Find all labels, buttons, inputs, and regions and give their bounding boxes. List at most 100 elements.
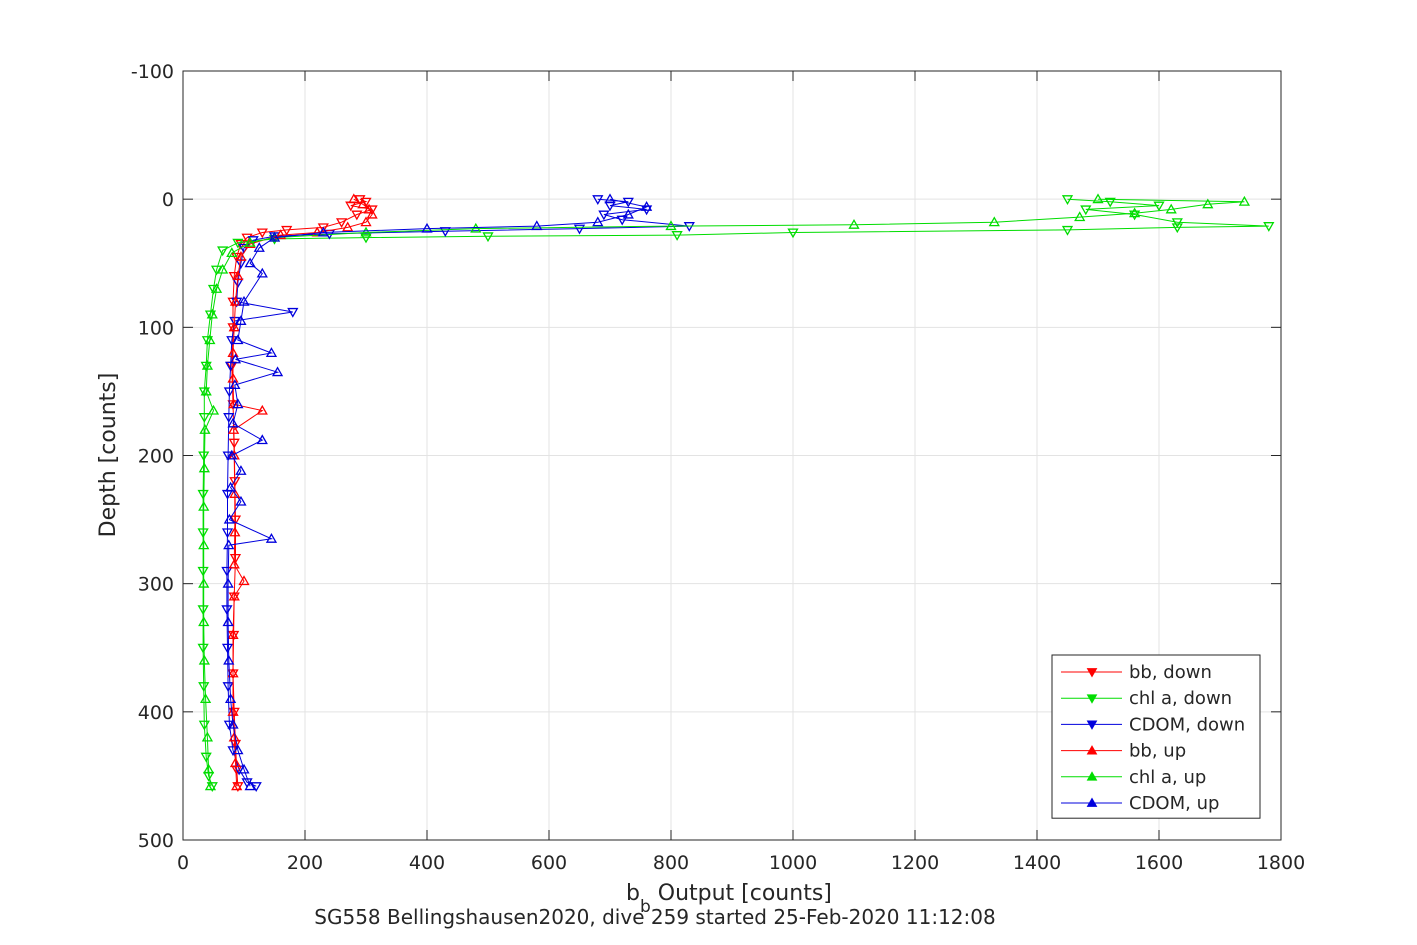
data-point bbox=[223, 513, 235, 524]
data-point bbox=[235, 251, 247, 261]
data-point bbox=[232, 744, 244, 755]
data-point bbox=[1061, 195, 1074, 205]
data-point bbox=[640, 201, 653, 211]
series-line bbox=[227, 198, 649, 787]
y-tick-label: -100 bbox=[131, 61, 174, 83]
x-tick-label: 0 bbox=[177, 852, 189, 874]
data-point bbox=[238, 243, 250, 254]
legend-label: CDOM, down bbox=[1129, 714, 1245, 735]
legend-marker bbox=[1086, 745, 1098, 755]
x-axis-label-base: b bbox=[626, 881, 640, 906]
series-line bbox=[226, 198, 690, 787]
legend-item: bb, up bbox=[1061, 741, 1186, 762]
data-point bbox=[683, 222, 695, 232]
data-point bbox=[244, 236, 256, 247]
data-point bbox=[235, 495, 247, 506]
data-point bbox=[360, 226, 372, 237]
data-point bbox=[335, 218, 348, 229]
data-point bbox=[317, 226, 329, 237]
data-point bbox=[265, 532, 278, 543]
data-point bbox=[1080, 205, 1092, 216]
data-point bbox=[229, 515, 242, 526]
data-point bbox=[1165, 203, 1177, 214]
x-tick-label: 1400 bbox=[1013, 852, 1061, 874]
data-point bbox=[197, 643, 209, 654]
data-point bbox=[244, 780, 256, 791]
data-point bbox=[363, 203, 375, 214]
data-point bbox=[622, 208, 634, 219]
x-axis-label-rest: Output [counts] bbox=[651, 881, 832, 906]
legend-item: CDOM, down bbox=[1061, 714, 1245, 735]
data-point bbox=[271, 366, 284, 377]
data-point bbox=[201, 731, 214, 742]
data-point bbox=[199, 693, 212, 704]
data-point bbox=[1171, 223, 1183, 234]
data-point bbox=[227, 706, 239, 716]
data-point bbox=[198, 682, 210, 693]
x-tick-label: 1200 bbox=[891, 852, 939, 874]
data-point bbox=[206, 308, 218, 319]
data-point bbox=[198, 413, 210, 423]
legend-marker bbox=[1086, 720, 1098, 730]
data-point bbox=[232, 238, 244, 249]
data-point bbox=[232, 270, 244, 281]
data-point bbox=[256, 228, 268, 239]
data-point bbox=[224, 481, 237, 492]
data-point bbox=[573, 224, 586, 235]
legend-label: chl a, up bbox=[1129, 767, 1206, 788]
data-point bbox=[231, 780, 243, 791]
data-point bbox=[671, 231, 683, 241]
data-point bbox=[250, 782, 262, 792]
data-point bbox=[210, 283, 223, 293]
legend-marker bbox=[1086, 797, 1098, 807]
data-point bbox=[351, 210, 363, 221]
data-point bbox=[787, 228, 799, 239]
data-point bbox=[256, 434, 268, 445]
legend-marker bbox=[1086, 771, 1098, 781]
x-axis-label-subscript: b bbox=[640, 897, 651, 917]
series-line bbox=[203, 198, 1245, 787]
y-tick-label: 500 bbox=[138, 830, 174, 852]
data-point bbox=[1128, 207, 1141, 218]
data-point bbox=[317, 223, 329, 234]
legend-box bbox=[1051, 654, 1261, 819]
data-point bbox=[217, 263, 229, 274]
x-tick-label: 1000 bbox=[769, 852, 817, 874]
data-point bbox=[200, 385, 212, 396]
data-point bbox=[207, 284, 220, 295]
y-tick-label: 200 bbox=[138, 446, 174, 468]
data-point bbox=[232, 334, 244, 345]
data-point bbox=[198, 500, 210, 511]
legend-label: bb, down bbox=[1129, 662, 1212, 683]
data-point bbox=[1263, 222, 1275, 232]
data-point bbox=[228, 321, 240, 332]
data-point bbox=[201, 359, 214, 370]
legend-item: chl a, down bbox=[1061, 688, 1232, 709]
data-point bbox=[210, 265, 223, 276]
data-point bbox=[198, 462, 210, 473]
legend-item: CDOM, up bbox=[1061, 793, 1219, 814]
data-point bbox=[198, 539, 210, 550]
x-tick-label: 1600 bbox=[1135, 852, 1183, 874]
data-point bbox=[222, 451, 234, 462]
data-point bbox=[226, 449, 238, 460]
data-point bbox=[227, 718, 239, 729]
data-point bbox=[223, 387, 235, 398]
data-point bbox=[228, 558, 240, 569]
y-tick-label: 400 bbox=[138, 702, 174, 724]
data-point bbox=[256, 404, 268, 415]
data-point bbox=[229, 757, 242, 768]
data-point bbox=[592, 195, 604, 205]
legend-label: CDOM, up bbox=[1129, 793, 1219, 814]
y-tick-label: 300 bbox=[138, 574, 174, 596]
legend-label: chl a, down bbox=[1129, 688, 1232, 709]
data-point bbox=[1074, 211, 1086, 222]
x-tick-label: 800 bbox=[653, 852, 689, 874]
data-point bbox=[199, 424, 211, 434]
data-point bbox=[229, 379, 241, 390]
data-point bbox=[229, 295, 242, 306]
data-point bbox=[229, 488, 241, 498]
data-point bbox=[281, 225, 293, 236]
data-point bbox=[228, 272, 240, 282]
